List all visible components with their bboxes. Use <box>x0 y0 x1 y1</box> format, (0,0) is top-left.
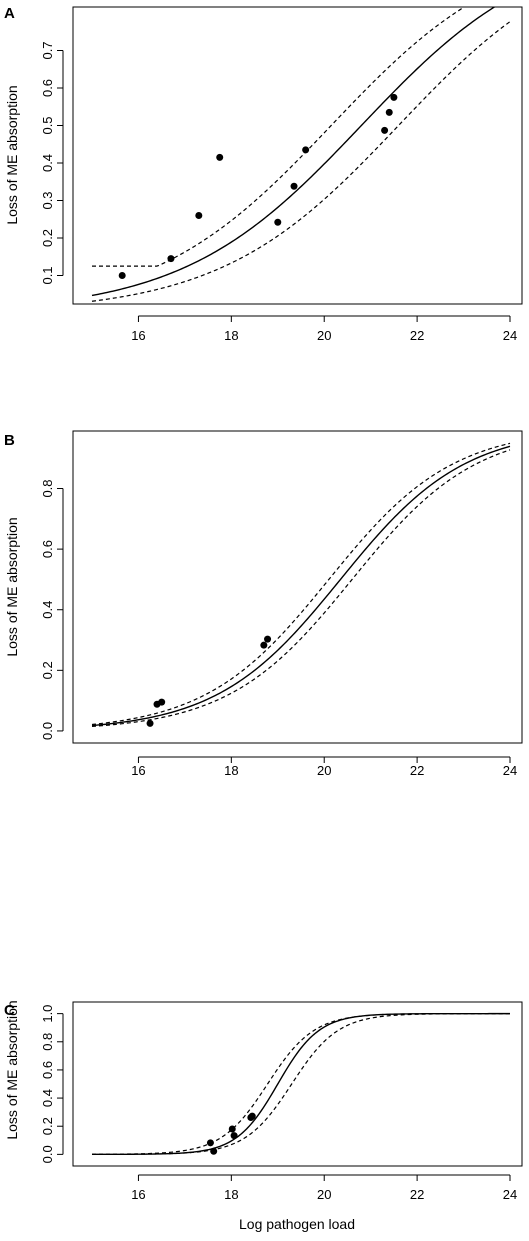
data-point <box>260 641 268 649</box>
panel-c-label: C <box>4 1002 15 1019</box>
panel-a-curves <box>91 7 511 302</box>
panel-b-y-axis-label: Loss of ME absorption <box>4 517 20 656</box>
x-tick-label: 18 <box>224 1187 238 1202</box>
y-tick-label: 0.6 <box>40 540 55 558</box>
data-point <box>146 719 154 727</box>
data-point <box>381 126 389 134</box>
y-tick-label: 0.0 <box>40 722 55 740</box>
panel-a-plot-box <box>72 6 523 305</box>
panel-c-points <box>206 1112 256 1155</box>
lower-ci-line <box>91 449 511 728</box>
data-point <box>230 1132 238 1140</box>
panel-c-yticks: 0.0 0.2 0.4 0.6 0.8 1.0 <box>40 1005 64 1163</box>
fitted-curve <box>91 7 496 297</box>
upper-ci-line <box>91 442 511 726</box>
panel-b: B 16 18 20 22 24 0.0 0.2 0.4 0.6 0.8 Loss of ME … <box>4 430 523 778</box>
panel-a-label: A <box>4 5 15 22</box>
panel-a-xticks: 16 18 20 22 24 <box>131 315 517 343</box>
panel-a-yticks: 0.1 0.2 0.3 0.4 0.5 0.6 0.7 <box>40 41 64 285</box>
y-tick-label: 0.3 <box>40 191 55 209</box>
x-tick-label: 16 <box>131 763 145 778</box>
panel-c-curves <box>91 1012 510 1156</box>
x-tick-label: 24 <box>503 328 517 343</box>
data-point <box>390 93 398 101</box>
lower-ci-line <box>92 1013 510 1155</box>
y-tick-label: 1.0 <box>40 1005 55 1023</box>
upper-ci-line <box>91 1013 510 1155</box>
upper-ci-line <box>92 7 466 267</box>
x-tick-label: 16 <box>131 1187 145 1202</box>
y-tick-label: 0.2 <box>40 1117 55 1135</box>
y-tick-label: 0.4 <box>40 154 55 172</box>
data-point <box>206 1139 214 1147</box>
x-axis-label: Log pathogen load <box>239 1216 355 1232</box>
x-tick-label: 20 <box>317 1187 331 1202</box>
x-tick-label: 16 <box>131 328 145 343</box>
y-tick-label: 0.7 <box>40 41 55 59</box>
x-tick-label: 22 <box>410 328 424 343</box>
lower-ci-line <box>91 21 511 302</box>
panel-b-points <box>146 635 272 727</box>
panel-a-y-axis-label: Loss of ME absorption <box>4 85 20 224</box>
y-tick-label: 0.4 <box>40 1089 55 1107</box>
data-point <box>290 182 298 190</box>
y-tick-label: 0.2 <box>40 229 55 247</box>
y-tick-label: 0.0 <box>40 1145 55 1163</box>
panel-b-label: B <box>4 432 15 449</box>
panel-b-xticks: 16 18 20 22 24 <box>131 756 517 778</box>
data-point <box>210 1147 218 1155</box>
x-tick-label: 20 <box>317 763 331 778</box>
y-tick-label: 0.8 <box>40 479 55 497</box>
data-point <box>195 212 203 219</box>
panel-c: C 16 18 20 22 24 0.0 0.2 0.4 0.6 0.8 1.0 Loss of … <box>4 1000 523 1232</box>
data-point <box>216 153 224 161</box>
data-point <box>228 1125 236 1133</box>
x-tick-label: 24 <box>503 1187 517 1202</box>
panel-a-points <box>118 93 398 279</box>
x-tick-label: 18 <box>224 328 238 343</box>
panel-b-curves <box>91 442 511 728</box>
panel-b-plot-box <box>72 430 523 744</box>
panel-c-xticks: 16 18 20 22 24 <box>131 1174 517 1202</box>
fitted-curve <box>91 445 511 727</box>
x-tick-label: 22 <box>410 1187 424 1202</box>
y-tick-label: 0.5 <box>40 116 55 134</box>
x-tick-label: 24 <box>503 763 517 778</box>
data-point <box>158 698 166 706</box>
y-tick-label: 0.1 <box>40 266 55 284</box>
y-tick-label: 0.2 <box>40 661 55 679</box>
data-point <box>118 272 126 279</box>
panel-b-yticks: 0.0 0.2 0.4 0.6 0.8 <box>40 479 64 740</box>
panel-c-plot-box <box>72 1001 523 1167</box>
fitted-curve <box>92 1012 510 1156</box>
panel-a: A 16 18 20 22 24 0.1 0.2 0.3 0.4 0.5 0.6 0.7 Loss … <box>4 5 523 343</box>
data-point <box>248 1112 256 1120</box>
panel-c-y-axis-label: Loss of ME absorption <box>4 1000 20 1139</box>
data-point <box>385 108 393 116</box>
y-tick-label: 0.4 <box>40 601 55 619</box>
y-tick-label: 0.8 <box>40 1033 55 1051</box>
data-point <box>264 635 272 643</box>
x-tick-label: 20 <box>317 328 331 343</box>
data-point <box>274 218 282 226</box>
y-tick-label: 0.6 <box>40 79 55 97</box>
x-tick-label: 22 <box>410 763 424 778</box>
data-point <box>167 255 175 263</box>
y-tick-label: 0.6 <box>40 1061 55 1079</box>
data-point <box>302 146 310 154</box>
x-tick-label: 18 <box>224 763 238 778</box>
